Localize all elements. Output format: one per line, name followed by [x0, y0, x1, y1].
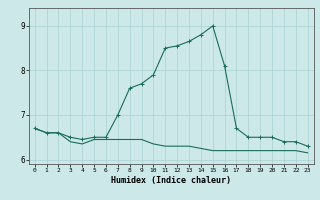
X-axis label: Humidex (Indice chaleur): Humidex (Indice chaleur) — [111, 176, 231, 185]
